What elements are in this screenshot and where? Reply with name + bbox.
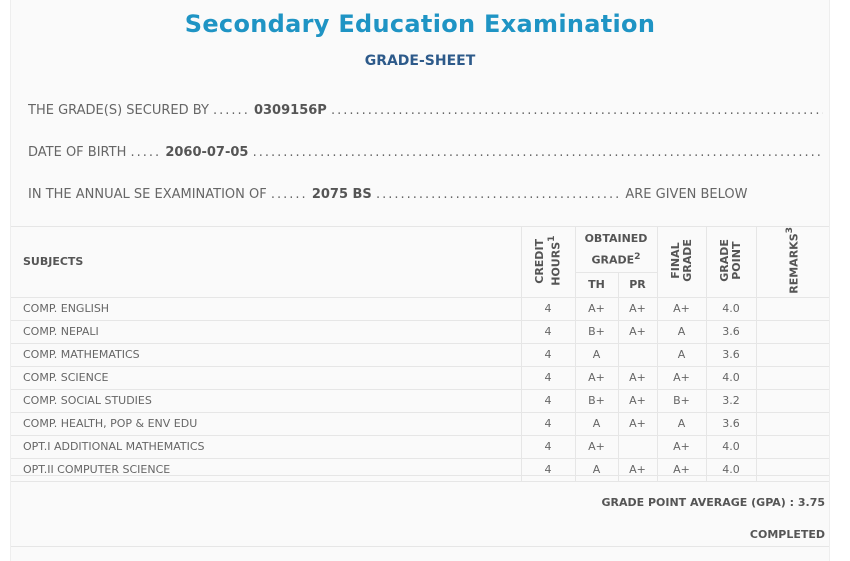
dots: ........................................ xyxy=(375,187,622,202)
table-row: COMP. SCIENCE 4 A+ A+ A+ 4.0 xyxy=(11,365,829,390)
cell-point: 4.0 xyxy=(705,457,757,482)
cell-credit: 4 xyxy=(520,388,576,413)
grades-table: SUBJECTS CREDIT HOURS1 OBTAINED GRADE2 F… xyxy=(11,226,829,482)
cell-th: A+ xyxy=(574,365,619,390)
cell-credit: 4 xyxy=(520,296,576,321)
cell-subject: COMP. MATHEMATICS xyxy=(11,342,522,367)
cell-point: 3.6 xyxy=(705,342,757,367)
cell-point: 4.0 xyxy=(705,296,757,321)
cell-subject: COMP. NEPALI xyxy=(11,319,522,344)
cell-final: A+ xyxy=(656,365,707,390)
page-subtitle: GRADE-SHEET xyxy=(364,53,476,69)
cell-point: 3.6 xyxy=(705,411,757,436)
cell-final: B+ xyxy=(656,388,707,413)
dots: ........................................… xyxy=(614,145,823,160)
cell-point: 4.0 xyxy=(705,365,757,390)
cell-th: A+ xyxy=(574,434,619,459)
cell-credit: 4 xyxy=(520,457,576,482)
cell-final: A+ xyxy=(656,434,707,459)
table-row: COMP. ENGLISH 4 A+ A+ A+ 4.0 xyxy=(11,296,829,321)
cell-remarks xyxy=(755,365,829,390)
divider xyxy=(11,475,829,476)
table-row: COMP. HEALTH, POP & ENV EDU 4 A A+ A 3.6 xyxy=(11,411,829,436)
result-status: COMPLETED xyxy=(749,528,825,541)
cell-point: 4.0 xyxy=(705,434,757,459)
cell-subject: OPT.II COMPUTER SCIENCE xyxy=(11,457,522,482)
dots: ..... xyxy=(130,145,162,160)
table-row: OPT.I ADDITIONAL MATHEMATICS 4 A+ A+ 4.0 xyxy=(11,434,829,459)
dots: ........................................… xyxy=(252,145,615,160)
cell-subject: COMP. SOCIAL STUDIES xyxy=(11,388,522,413)
header-credit-hours: CREDIT HOURS1 xyxy=(520,226,576,298)
exam-label: IN THE ANNUAL SE EXAMINATION OF xyxy=(28,187,267,202)
cell-pr xyxy=(617,342,658,367)
symbol-number: 0309156P xyxy=(253,103,327,118)
dob-label: DATE OF BIRTH xyxy=(28,145,127,160)
cell-subject: COMP. ENGLISH xyxy=(11,296,522,321)
header-th: TH xyxy=(574,271,619,298)
cell-credit: 4 xyxy=(520,365,576,390)
cell-th: B+ xyxy=(574,319,619,344)
cell-subject: COMP. HEALTH, POP & ENV EDU xyxy=(11,411,522,436)
table-row: COMP. NEPALI 4 B+ A+ A 3.6 xyxy=(11,319,829,344)
cell-pr: A+ xyxy=(617,365,658,390)
header-pr: PR xyxy=(617,271,658,298)
cell-credit: 4 xyxy=(520,319,576,344)
dots: ........................................… xyxy=(692,103,823,118)
exam-suffix: ARE GIVEN BELOW xyxy=(625,187,748,202)
cell-point: 3.6 xyxy=(705,319,757,344)
secured-by-line: THE GRADE(S) SECURED BY ...... 0309156P … xyxy=(28,103,823,118)
dob-value: 2060-07-05 xyxy=(165,145,249,160)
cell-pr: A+ xyxy=(617,388,658,413)
cell-pr xyxy=(617,434,658,459)
cell-pr: A+ xyxy=(617,296,658,321)
cell-pr: A+ xyxy=(617,319,658,344)
cell-final: A xyxy=(656,319,707,344)
exam-year: 2075 BS xyxy=(311,187,372,202)
cell-th: A+ xyxy=(574,296,619,321)
dots: ...... xyxy=(270,187,308,202)
cell-credit: 4 xyxy=(520,434,576,459)
cell-subject: COMP. SCIENCE xyxy=(11,365,522,390)
dots: ...... xyxy=(213,103,250,118)
cell-subject: OPT.I ADDITIONAL MATHEMATICS xyxy=(11,434,522,459)
cell-remarks xyxy=(755,457,829,482)
cell-final: A+ xyxy=(656,296,707,321)
cell-pr: A+ xyxy=(617,411,658,436)
cell-remarks xyxy=(755,319,829,344)
gpa: GRADE POINT AVERAGE (GPA) : 3.75 xyxy=(601,496,825,509)
table-row: OPT.II COMPUTER SCIENCE 4 A A+ A+ 4.0 xyxy=(11,457,829,482)
cell-th: B+ xyxy=(574,388,619,413)
cell-final: A xyxy=(656,411,707,436)
cell-th: A xyxy=(574,457,619,482)
cell-credit: 4 xyxy=(520,411,576,436)
divider xyxy=(11,546,829,547)
cell-remarks xyxy=(755,411,829,436)
cell-remarks xyxy=(755,342,829,367)
header-final-grade: FINAL GRADE xyxy=(656,226,707,298)
cell-th: A xyxy=(574,411,619,436)
cell-th: A xyxy=(574,342,619,367)
cell-final: A xyxy=(656,342,707,367)
dots: ........................................… xyxy=(330,103,693,118)
table-row: COMP. MATHEMATICS 4 A A 3.6 xyxy=(11,342,829,367)
cell-final: A+ xyxy=(656,457,707,482)
cell-remarks xyxy=(755,388,829,413)
cell-remarks xyxy=(755,434,829,459)
header-subjects: SUBJECTS xyxy=(11,226,522,298)
dob-line: DATE OF BIRTH ..... 2060-07-05 .........… xyxy=(28,145,823,160)
grade-sheet: Secondary Education Examination GRADE-SH… xyxy=(10,0,830,561)
header-remarks: REMARKS3 xyxy=(755,226,829,298)
secured-label: THE GRADE(S) SECURED BY xyxy=(28,103,209,118)
table-row: COMP. SOCIAL STUDIES 4 B+ A+ B+ 3.2 xyxy=(11,388,829,413)
cell-point: 3.2 xyxy=(705,388,757,413)
header-grade-point: GRADE POINT xyxy=(705,226,757,298)
cell-credit: 4 xyxy=(520,342,576,367)
exam-line: IN THE ANNUAL SE EXAMINATION OF ...... 2… xyxy=(28,187,823,202)
header-obtained-grade: OBTAINED GRADE2 xyxy=(574,226,658,273)
cell-remarks xyxy=(755,296,829,321)
page-title: Secondary Education Examination xyxy=(184,10,656,38)
cell-pr: A+ xyxy=(617,457,658,482)
